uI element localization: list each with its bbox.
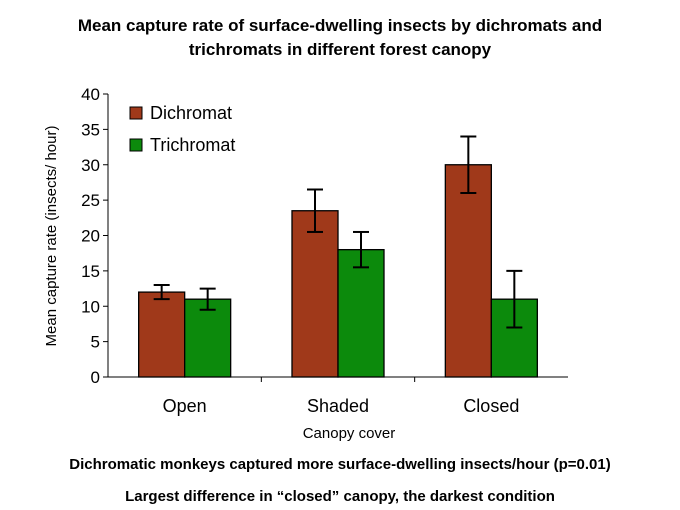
bar-trichromat-shaded: [337, 248, 385, 378]
y-tick-label: 15: [81, 262, 100, 281]
y-tick-label: 20: [81, 227, 100, 246]
x-tick-label-closed: Closed: [463, 396, 519, 416]
x-axis-title: Canopy cover: [303, 425, 396, 442]
y-tick-label: 30: [81, 156, 100, 175]
bar-dichromat-open: [138, 291, 186, 378]
caption-largest-difference: Largest difference in “closed” canopy, t…: [125, 488, 555, 505]
y-tick-label: 40: [81, 85, 100, 104]
legend-label-dichromat: Dichromat: [150, 103, 232, 123]
legend-swatch-trichromat: [129, 138, 143, 152]
x-tick-label-open: Open: [163, 396, 207, 416]
chart-title-line-2: trichromats in different forest canopy: [188, 40, 492, 59]
bar-trichromat-open: [184, 298, 232, 378]
chart-title: Mean capture rate of surface-dwelling in…: [0, 14, 680, 62]
bar-dichromat-closed: [444, 164, 492, 378]
y-tick-label: 10: [81, 297, 100, 316]
y-tick-label: 25: [81, 191, 100, 210]
legend-swatch-dichromat: [129, 106, 143, 120]
caption-significance: Dichromatic monkeys captured more surfac…: [69, 456, 611, 473]
y-tick-label: 5: [91, 333, 100, 352]
y-tick-label: 0: [91, 368, 100, 387]
bar-dichromat-shaded: [291, 210, 339, 378]
y-tick-label: 35: [81, 120, 100, 139]
y-axis-title: Mean capture rate (insects/ hour): [43, 126, 60, 347]
x-tick-label-shaded: Shaded: [307, 396, 369, 416]
chart-title-line-1: Mean capture rate of surface-dwelling in…: [77, 16, 603, 35]
bar-chart: 0 5 10 15 20 25 30 35 40 Open Shaded Closed Canopy c…: [43, 85, 568, 442]
legend-label-trichromat: Trichromat: [150, 135, 235, 155]
